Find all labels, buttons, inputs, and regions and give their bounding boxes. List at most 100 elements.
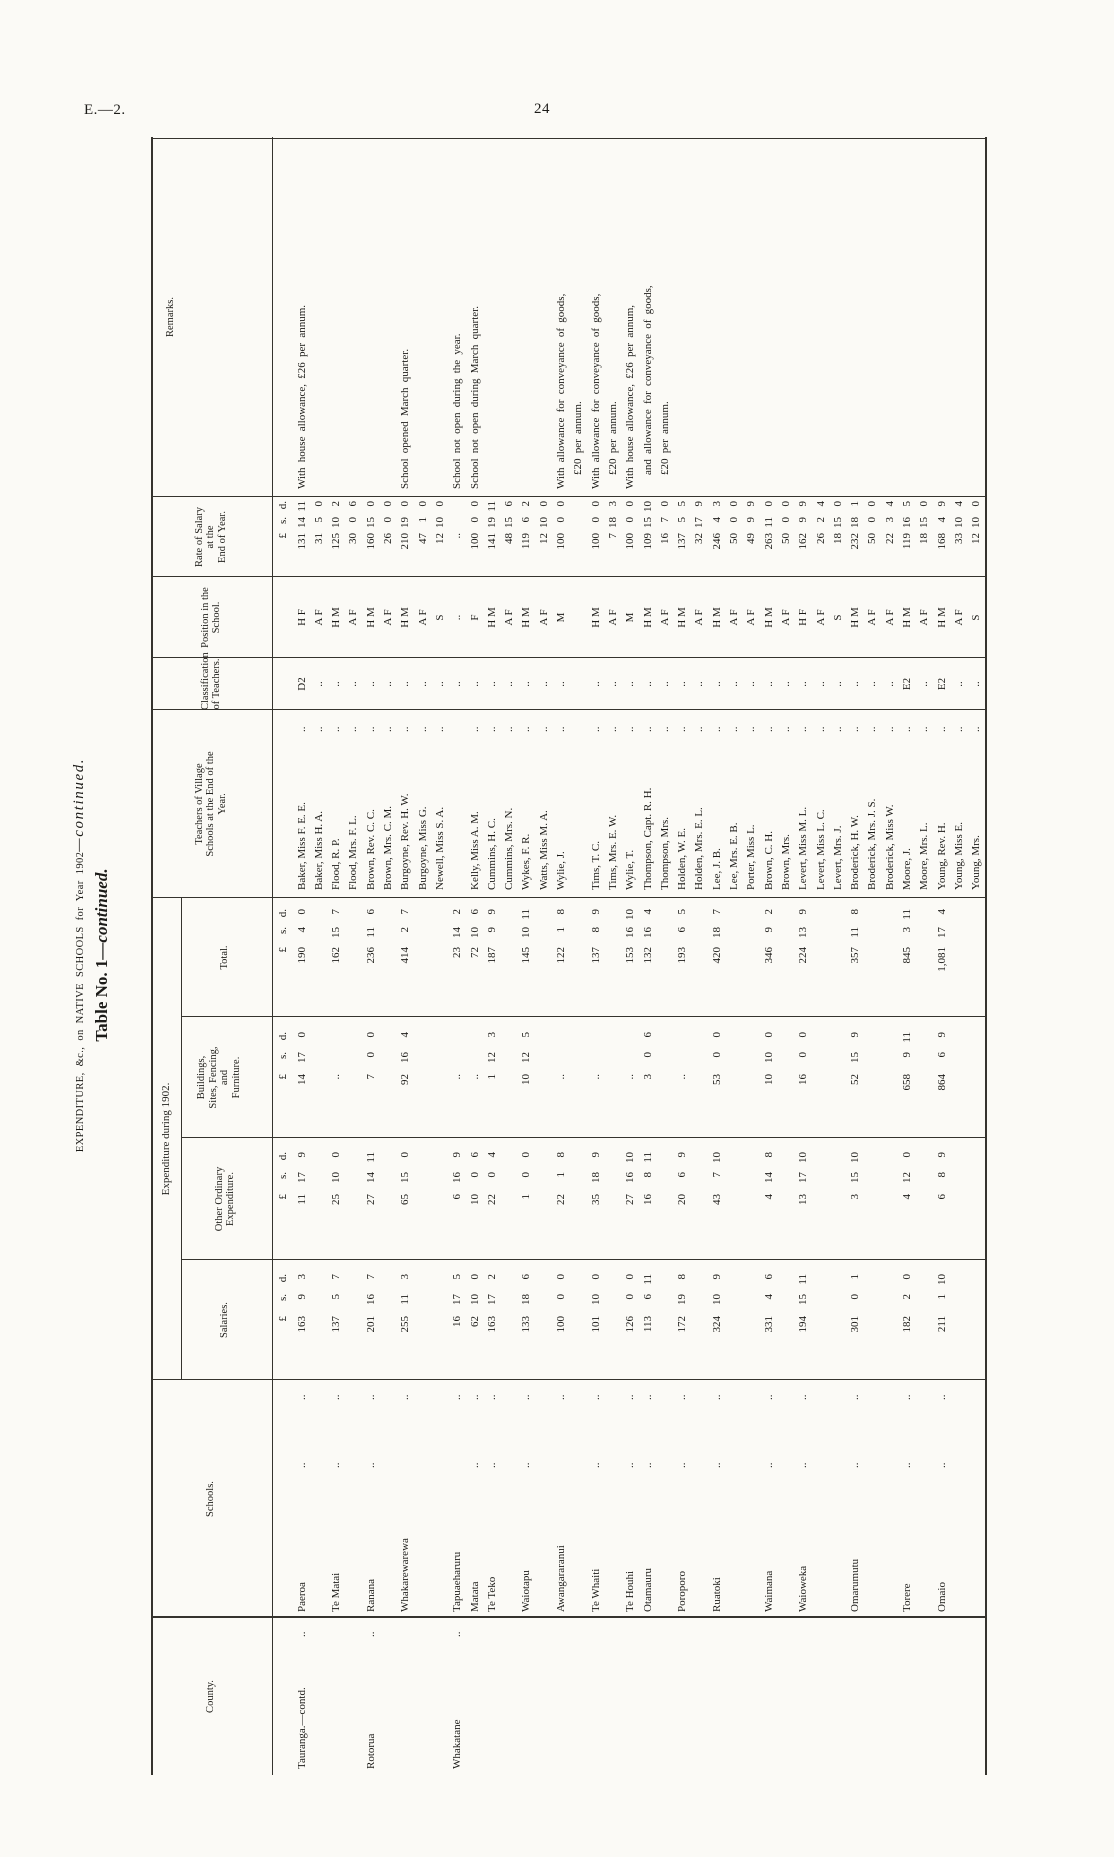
teacher-position: H F (295, 609, 308, 626)
teacher-classification: .. (589, 681, 602, 687)
school-name: Omarumutu (849, 1558, 862, 1612)
teacher-rate-of-salary-part: 0 (624, 501, 637, 507)
teacher-rate-of-salary-part: 137 (676, 533, 689, 550)
school-buildings-part: 0 (641, 1052, 654, 1058)
school-buildings-part: 9 (901, 1052, 913, 1058)
teacher-rate-of-salary: 141 19 11 (484, 497, 501, 577)
school-other-expenditure: 43 7 10 (709, 1138, 726, 1260)
school-total-part: 5 (676, 909, 689, 915)
teacher-rate-of-salary-part: 109 (641, 533, 654, 550)
other-header: Other Ordinary Expenditure. (213, 1166, 237, 1232)
teacher-leader-dots: .. (970, 726, 983, 733)
school-other-expenditure-part: 0 (901, 1152, 913, 1158)
teacher-leader-dots: .. (606, 726, 619, 733)
teacher-rate-of-salary-part: 1 (849, 501, 862, 507)
teacher-leader-dots: .. (831, 726, 844, 733)
school-buildings-part: 15 (849, 1052, 862, 1063)
teacher-name: Porter, Miss L. (745, 824, 758, 890)
teacher-position: A F (693, 609, 706, 626)
school-name: Omaio (935, 1582, 948, 1612)
teacher-leader-dots: .. (676, 726, 689, 733)
teacher-name: Wylie, J. (555, 851, 567, 890)
teacher-rate-of-salary-part: 15 (364, 517, 377, 528)
school-other-expenditure-part: 4 (485, 1152, 498, 1158)
school-name: Tapuaeharuru (451, 1551, 464, 1612)
teacher-leader-dots: .. (295, 726, 308, 733)
school-name: Ranana (364, 1579, 377, 1612)
school-salaries: 324 10 9 (709, 1260, 726, 1380)
school-buildings: 10 12 5 (518, 1017, 535, 1138)
teacher-classification: .. (918, 681, 931, 687)
money-unit-tot-part: £ (277, 947, 289, 953)
teacher-rate-of-salary-part: 15 (641, 517, 654, 528)
teacher-leader-dots: .. (849, 726, 862, 733)
teacher-rate-of-salary-part: 9 (797, 501, 810, 507)
school-name: Waimana (762, 1570, 775, 1612)
school-salaries-part: 137 (330, 1316, 343, 1333)
teacher-rate-of-salary: 232 18 1 (847, 497, 864, 577)
teacher-rate-of-salary-part: 6 (503, 501, 516, 507)
school-buildings-part: 0 (364, 1052, 377, 1058)
school-salaries-part: 113 (641, 1316, 654, 1333)
teacher-classification: .. (312, 681, 325, 687)
teacher-rate-of-salary-part: 5 (676, 501, 689, 507)
teacher-classification: .. (883, 681, 896, 687)
teacher-rate-of-salary-part: 26 (382, 533, 394, 544)
teacher-name: Baker, Miss F. E. E. (295, 802, 308, 890)
school-salaries-part: 9 (295, 1294, 308, 1300)
school-salaries-part: 16 (364, 1294, 377, 1305)
teacher-name: Levert, Miss M. L. (797, 806, 810, 890)
school-mid-dots: .. (520, 1462, 533, 1469)
school-other-expenditure-part: 1 (555, 1172, 567, 1178)
school-mid-dots: .. (641, 1462, 654, 1469)
teacher-leader-dots: .. (624, 726, 637, 733)
school-buildings-part: 92 (399, 1074, 412, 1085)
school-total-part: 236 (364, 947, 377, 964)
school-salaries-part: 331 (762, 1316, 775, 1333)
school-buildings-part: 7 (364, 1074, 377, 1080)
teacher-classification: .. (624, 681, 637, 687)
teacher-name: Broderick, Miss W. (883, 804, 896, 890)
teacher-rate-of-salary-part: 4 (935, 517, 948, 523)
school-mid-dots: .. (676, 1462, 689, 1469)
school-other-expenditure-part: 15 (849, 1172, 862, 1183)
school-salaries-part: 18 (520, 1294, 533, 1305)
county-name: Whakatane (451, 1719, 464, 1769)
school-salaries-part: 7 (364, 1274, 377, 1280)
teacher-leader-dots: .. (797, 726, 810, 733)
teacher-rate-of-salary-part: 12 (537, 533, 550, 544)
report-code: E.—2. (84, 102, 126, 118)
school-buildings-part: 53 (710, 1074, 723, 1085)
money-unit-bld-part: £ (277, 1074, 289, 1080)
school-buildings: 7 0 0 (363, 1017, 380, 1138)
teacher-leader-dots: .. (330, 726, 343, 733)
teacher-leader-dots: .. (745, 726, 758, 733)
teacher-leader-dots: .. (710, 726, 723, 733)
teacher-rate-of-salary: 100 0 0 (588, 497, 605, 577)
teacher-position: H M (364, 607, 377, 628)
school-leader-dots: .. (330, 1394, 343, 1401)
teacher-rate-of-salary-part: 0 (555, 517, 567, 523)
school-buildings-part: .. (451, 1074, 464, 1080)
teacher-classification: .. (658, 681, 671, 687)
school-name: Waiotapu (520, 1570, 533, 1612)
teacher-name: Brown, Mrs. (779, 834, 792, 890)
teacher-leader-dots: .. (901, 726, 913, 733)
school-other-expenditure-part: 9 (451, 1152, 464, 1158)
total-header: Total. (219, 945, 231, 970)
teacher-position: A F (814, 609, 827, 626)
school-buildings-part: .. (676, 1074, 689, 1080)
school-other-expenditure-part: 11 (295, 1194, 308, 1205)
school-buildings-part: 14 (295, 1074, 308, 1085)
school-buildings: .. (674, 1017, 691, 1138)
teacher-rate-of-salary: 22 3 4 (882, 497, 899, 577)
expenditure-span-header: Expenditure during 1902. (160, 1082, 172, 1196)
school-buildings-part: 12 (520, 1052, 533, 1063)
school-total: 193 6 5 (674, 898, 691, 1017)
teacher-rate-of-salary-part: 32 (693, 533, 706, 544)
school-total-part: 7 (710, 909, 723, 915)
school-total-part: 193 (676, 947, 689, 964)
school-total-part: 1 (555, 927, 567, 933)
teacher-rate-of-salary: 119 6 2 (518, 497, 535, 577)
school-total-part: 11 (849, 927, 862, 938)
